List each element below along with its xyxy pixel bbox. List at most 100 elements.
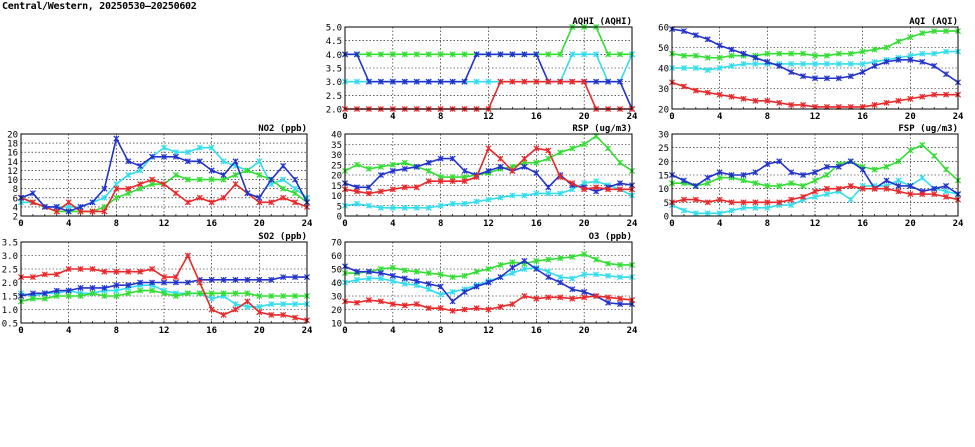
fsp-point xyxy=(752,180,759,187)
aqhi-point xyxy=(569,51,576,58)
aqi-ytick-label: 60 xyxy=(658,24,669,34)
rsp-point xyxy=(353,161,360,168)
aqi-point xyxy=(943,91,950,98)
no2-point xyxy=(149,153,156,160)
fsp-point xyxy=(883,185,890,192)
fsp-point xyxy=(835,185,842,192)
aqi-point xyxy=(919,50,926,57)
fsp-point xyxy=(776,182,783,189)
no2-point xyxy=(256,158,263,165)
o3-frame xyxy=(344,241,633,324)
so2-point xyxy=(113,292,120,300)
fsp-point xyxy=(704,174,711,181)
o3-point xyxy=(593,271,600,278)
aqi-point xyxy=(823,52,830,59)
so2-ytick-label: 3.5 xyxy=(2,239,18,249)
rsp-point xyxy=(593,184,600,191)
fsp-point xyxy=(943,188,950,195)
fsp-point xyxy=(680,177,687,184)
o3-title: O3 (ppb) xyxy=(589,232,632,242)
o3-point xyxy=(365,275,372,282)
fsp-point xyxy=(692,210,699,217)
aqhi-ytick-label: 3.0 xyxy=(326,78,342,88)
aqhi-title: AQHI (AQHI) xyxy=(572,17,632,27)
o3-xtick-label: 0 xyxy=(342,326,347,336)
aqhi-point xyxy=(377,78,384,85)
aqi-ytick-label: 50 xyxy=(658,44,669,54)
no2-point xyxy=(125,171,132,179)
aqhi-point xyxy=(353,78,360,85)
no2-point xyxy=(113,135,120,142)
rsp-point xyxy=(449,178,456,185)
no2-ytick-label: 2 xyxy=(13,213,18,223)
o3-point xyxy=(497,274,504,281)
no2-point xyxy=(137,162,144,169)
fsp-point xyxy=(907,182,914,189)
o3-point xyxy=(461,272,468,279)
aqi-ytick-label: 40 xyxy=(658,65,669,75)
so2-point xyxy=(125,282,132,289)
so2-xtick-label: 0 xyxy=(18,326,23,336)
so2-point xyxy=(65,292,72,300)
o3-point xyxy=(413,268,420,275)
aqhi-point xyxy=(509,78,516,85)
no2-point xyxy=(77,208,84,215)
no2-point xyxy=(280,162,287,169)
o3-point xyxy=(605,299,612,306)
rsp-point xyxy=(437,178,444,185)
so2-frame xyxy=(20,241,308,324)
fsp-point xyxy=(859,185,866,192)
rsp-title: RSP (ug/m3) xyxy=(572,124,632,134)
fsp-point xyxy=(907,147,914,154)
o3-point xyxy=(437,271,444,278)
aqi-point xyxy=(800,50,807,57)
so2-point xyxy=(232,290,239,297)
no2-point xyxy=(244,167,251,174)
aqhi-point xyxy=(449,78,456,85)
no2-point xyxy=(137,185,144,192)
no2-point xyxy=(256,194,263,201)
aqhi-point xyxy=(461,78,468,85)
rsp-point xyxy=(389,167,396,174)
aqhi-xtick-label: 12 xyxy=(483,112,494,122)
aqhi-point xyxy=(545,51,552,58)
aqi-point xyxy=(871,62,878,69)
so2-point xyxy=(149,287,156,294)
aqhi-point xyxy=(557,78,564,85)
o3-ytick-label: 30 xyxy=(331,293,342,303)
aqhi-ytick-label: 4.0 xyxy=(326,51,342,61)
rsp-point xyxy=(521,163,528,170)
aqi-point xyxy=(776,50,783,57)
so2-point xyxy=(280,274,287,281)
fsp-point xyxy=(740,177,747,184)
so2-point xyxy=(244,290,251,297)
fsp-point xyxy=(752,169,759,176)
no2-ytick-label: 20 xyxy=(7,131,18,141)
aqhi-point xyxy=(605,78,612,85)
aqi-point xyxy=(704,36,711,43)
o3-point xyxy=(545,256,552,263)
o3-point xyxy=(377,275,384,282)
fsp-xtick-label: 8 xyxy=(765,219,770,229)
fsp-ytick-label: 0 xyxy=(664,213,669,223)
fsp-point xyxy=(728,171,735,179)
no2-point xyxy=(101,208,108,215)
rsp-point xyxy=(557,174,564,181)
so2-point xyxy=(232,306,239,313)
aqhi-point xyxy=(389,78,396,85)
o3-point xyxy=(533,295,540,302)
no2-xtick-label: 12 xyxy=(159,219,170,229)
fsp-point xyxy=(931,185,938,192)
rsp-point xyxy=(389,186,396,193)
fsp-point xyxy=(895,188,902,195)
aqhi-point xyxy=(581,78,588,85)
aqhi-point xyxy=(593,51,600,58)
fsp-point xyxy=(764,182,771,189)
aqi-title: AQI (AQI) xyxy=(909,17,958,27)
aqhi-point xyxy=(497,51,504,58)
o3-ytick-label: 50 xyxy=(331,266,342,276)
no2-point xyxy=(160,153,168,160)
aqi-point xyxy=(680,83,687,90)
rsp-point xyxy=(509,167,516,174)
fsp-point xyxy=(811,188,819,195)
